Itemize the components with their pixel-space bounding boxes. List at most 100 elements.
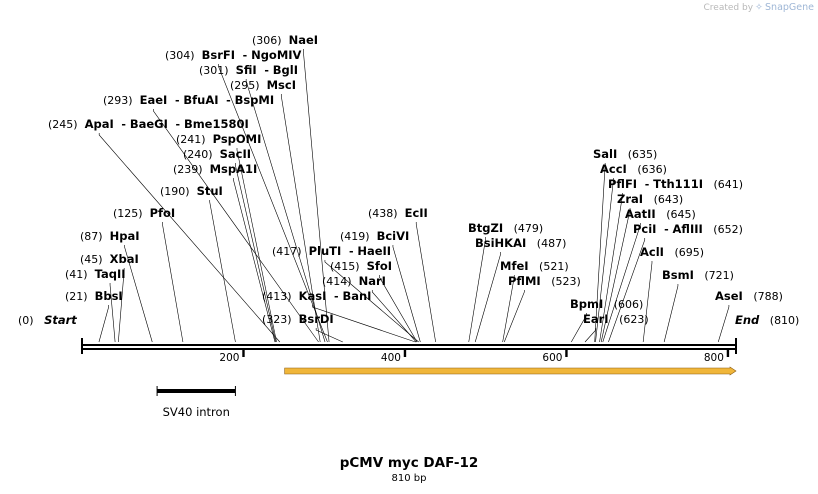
enzyme-name: PfoI — [150, 206, 176, 220]
site-xbai-label[interactable]: (45) XbaI — [80, 252, 139, 266]
site-nari[interactable]: (414) NarI — [322, 274, 386, 288]
name-separator: - — [341, 245, 357, 258]
site-acli[interactable]: AclI (695) — [640, 245, 704, 259]
site-eari-label[interactable]: EarI (623) — [583, 312, 649, 326]
snapgene-watermark: Created by ✧ SnapGene — [704, 2, 814, 13]
site-mspa1i-label[interactable]: (239) MspA1I — [173, 162, 257, 176]
site-sfii[interactable]: (301) SfiI - BglI — [199, 63, 298, 77]
site-mspa1i[interactable]: (239) MspA1I — [173, 162, 257, 176]
site-pcii-label[interactable]: PciI - AflIII (652) — [633, 222, 743, 236]
site-eaei[interactable]: (293) EaeI - BfuAI - BspMI — [103, 93, 274, 107]
site-asei[interactable]: AseI (788) — [715, 289, 783, 303]
site-pflmi[interactable]: PflMI (523) — [508, 274, 581, 288]
site-kasi[interactable]: (413) KasI - BanI — [262, 289, 371, 303]
site-pflfi-label[interactable]: PflFI - Tth111I (641) — [608, 177, 743, 191]
site-bsrfi-label[interactable]: (304) BsrFI - NgoMIV — [165, 48, 302, 62]
site-sacii-label[interactable]: (240) SacII — [183, 147, 251, 161]
site-pspomi-label[interactable]: (241) PspOMI — [176, 132, 261, 146]
site-acci-label[interactable]: AccI (636) — [600, 162, 667, 176]
site-naei[interactable]: (306) NaeI — [252, 33, 318, 47]
site-ecli-label[interactable]: (438) EcII — [368, 206, 428, 220]
site-bpmi[interactable]: BpmI (606) — [570, 297, 643, 311]
site-pluti[interactable]: (417) PluTI - HaeII — [272, 244, 391, 258]
enzyme-name: ZraI — [617, 192, 643, 206]
site-bbsi[interactable]: (21) BbsI — [65, 289, 123, 303]
site-bcivi-label[interactable]: (419) BciVI — [340, 229, 409, 243]
site-position: (414) — [322, 275, 352, 288]
name-separator: - — [235, 49, 251, 62]
site-taqii[interactable]: (41) TaqII — [65, 267, 126, 281]
enzyme-name: StuI — [197, 184, 223, 198]
site-bbsi-label[interactable]: (21) BbsI — [65, 289, 123, 303]
site-bsrdi-label[interactable]: (323) BsrDI — [262, 312, 334, 326]
site-sfii-label[interactable]: (301) SfiI - BglI — [199, 63, 298, 77]
site-naei-label[interactable]: (306) NaeI — [252, 33, 318, 47]
site-xbai[interactable]: (45) XbaI — [80, 252, 139, 266]
site-pflfi[interactable]: PflFI - Tth111I (641) — [608, 177, 743, 191]
name-separator: - — [656, 223, 672, 236]
enzyme-name: MscI — [267, 78, 296, 92]
site-btgzi-label[interactable]: BtgZI (479) — [468, 221, 543, 235]
site-bpmi-label[interactable]: BpmI (606) — [570, 297, 643, 311]
enzyme-name: SfoI — [367, 259, 392, 273]
site-btgzi[interactable]: BtgZI (479) — [468, 221, 543, 235]
site-aatii-leader — [602, 223, 641, 343]
site-bsmi[interactable]: BsmI (721) — [662, 268, 734, 282]
site-pfoi-label[interactable]: (125) PfoI — [113, 206, 175, 220]
site-mfei[interactable]: MfeI (521) — [500, 259, 569, 273]
site-msci-label[interactable]: (295) MscI — [230, 78, 296, 92]
feature-orf-arrow[interactable] — [284, 366, 737, 376]
site-stui-label[interactable]: (190) StuI — [160, 184, 223, 198]
site-position: (295) — [230, 79, 260, 92]
site-zrai-label[interactable]: ZraI (643) — [617, 192, 683, 206]
enzyme-name: BfuAI — [183, 93, 218, 107]
site-apai-leader — [98, 133, 281, 343]
site-apai-label[interactable]: (245) ApaI - BaeGI - Bme1580I — [48, 117, 249, 131]
site-asei-label[interactable]: AseI (788) — [715, 289, 783, 303]
site-aatii-label[interactable]: AatII (645) — [625, 207, 696, 221]
site-hpai-leader — [124, 245, 153, 343]
site-bsihkai-label[interactable]: BsiHKAI (487) — [475, 236, 566, 250]
site-bcivi[interactable]: (419) BciVI — [340, 229, 409, 243]
site-bsrdi[interactable]: (323) BsrDI — [262, 312, 334, 326]
site-bsihkai[interactable]: BsiHKAI (487) — [475, 236, 566, 250]
site-sali-label[interactable]: SalI (635) — [593, 147, 657, 161]
site-pcii-leader — [608, 238, 646, 343]
site-kasi-label[interactable]: (413) KasI - BanI — [262, 289, 371, 303]
site-bsrfi[interactable]: (304) BsrFI - NgoMIV — [165, 48, 302, 62]
name-separator: - — [219, 94, 235, 107]
end-start-label: (0) Start — [18, 313, 77, 327]
site-nari-label[interactable]: (414) NarI — [322, 274, 386, 288]
site-hpai-label[interactable]: (87) HpaI — [80, 229, 140, 243]
site-eari[interactable]: EarI (623) — [583, 312, 649, 326]
site-aatii[interactable]: AatII (645) — [625, 207, 696, 221]
enzyme-name: Tth111I — [653, 177, 703, 191]
site-zrai[interactable]: ZraI (643) — [617, 192, 683, 206]
site-pflmi-label[interactable]: PflMI (523) — [508, 274, 581, 288]
site-mfei-label[interactable]: MfeI (521) — [500, 259, 569, 273]
site-eaei-label[interactable]: (293) EaeI - BfuAI - BspMI — [103, 93, 274, 107]
site-acli-label[interactable]: AclI (695) — [640, 245, 704, 259]
site-msci[interactable]: (295) MscI — [230, 78, 296, 92]
site-stui[interactable]: (190) StuI — [160, 184, 223, 198]
site-position: (301) — [199, 64, 229, 77]
site-position: (479) — [514, 222, 544, 235]
site-ecli[interactable]: (438) EcII — [368, 206, 428, 220]
site-sali[interactable]: SalI (635) — [593, 147, 657, 161]
site-bsmi-label[interactable]: BsmI (721) — [662, 268, 734, 282]
site-pspomi[interactable]: (241) PspOMI — [176, 132, 261, 146]
site-position: (788) — [753, 290, 783, 303]
site-apai[interactable]: (245) ApaI - BaeGI - Bme1580I — [48, 117, 249, 131]
site-sacii[interactable]: (240) SacII — [183, 147, 251, 161]
site-pluti-label[interactable]: (417) PluTI - HaeII — [272, 244, 391, 258]
site-sfoi[interactable]: (415) SfoI — [330, 259, 392, 273]
enzyme-name: PspOMI — [213, 132, 262, 146]
site-pcii[interactable]: PciI - AflIII (652) — [633, 222, 743, 236]
site-position: (645) — [666, 208, 696, 221]
site-kasi-leader — [312, 305, 416, 343]
site-sfoi-label[interactable]: (415) SfoI — [330, 259, 392, 273]
site-hpai[interactable]: (87) HpaI — [80, 229, 140, 243]
site-pfoi[interactable]: (125) PfoI — [113, 206, 175, 220]
site-taqii-label[interactable]: (41) TaqII — [65, 267, 126, 281]
site-acci[interactable]: AccI (636) — [600, 162, 667, 176]
